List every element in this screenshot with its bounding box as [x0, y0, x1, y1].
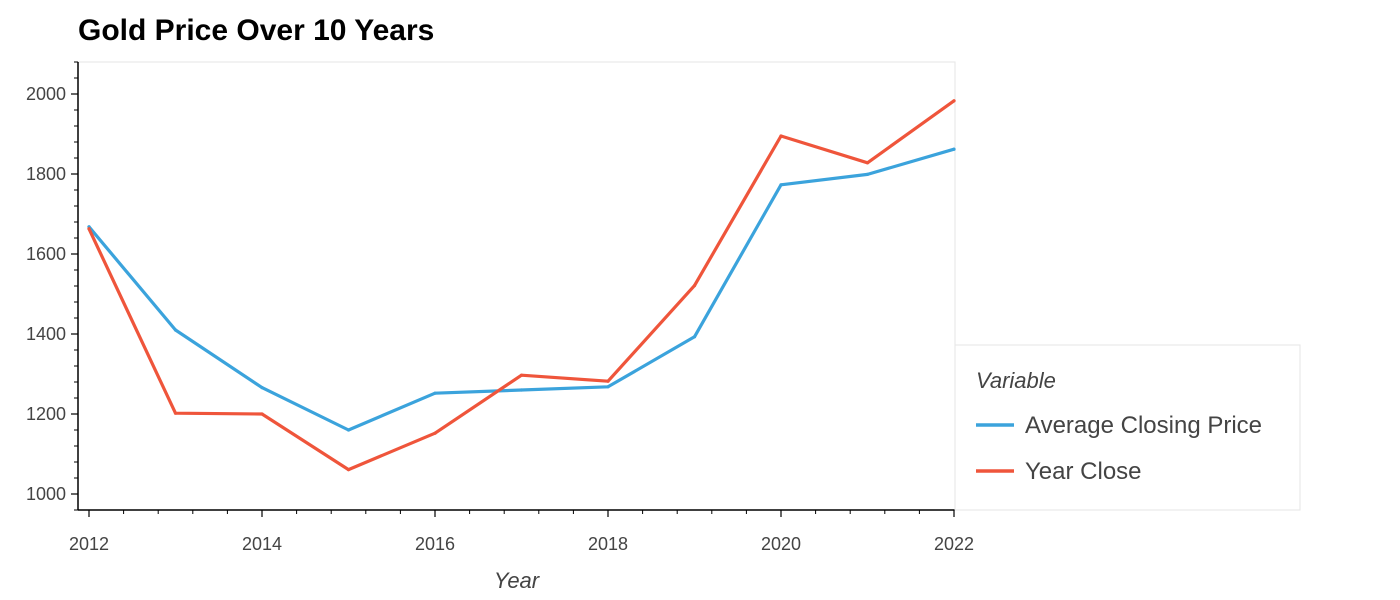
series-2-point [87, 227, 91, 231]
series-2-point [865, 161, 870, 165]
series-1-point [779, 183, 783, 187]
legend-label-2: Year Close [1025, 458, 1142, 485]
x-tick-label: 2012 [69, 534, 109, 554]
y-tick-label: 1000 [26, 484, 66, 504]
series-2-point [606, 379, 610, 383]
y-tick-label: 1600 [26, 244, 66, 264]
series-1-point [260, 386, 264, 390]
x-axis-title: Year [494, 568, 541, 593]
y-tick-label: 1200 [26, 404, 66, 424]
y-tick-label: 2000 [26, 84, 66, 104]
series-2-point [433, 431, 437, 435]
legend-label-1: Average Closing Price [1025, 412, 1262, 439]
x-tick-label: 2022 [934, 534, 974, 554]
series-line-1 [87, 147, 956, 432]
series-2-point [346, 468, 351, 472]
y-tick-label: 1400 [26, 324, 66, 344]
series-2-point [519, 373, 524, 377]
series-1-point [433, 391, 437, 395]
series-1-point [173, 328, 178, 332]
series-layer [87, 99, 956, 472]
series-1-point [606, 385, 610, 389]
series-1-point [692, 335, 697, 339]
plot-area [77, 61, 956, 511]
series-1-point [346, 428, 351, 432]
series-2-point [173, 411, 178, 415]
series-2-point [260, 412, 264, 416]
axes: 1000 1200 1400 1600 1800 2000 2012 2014 2016 2018… [26, 61, 974, 593]
series-2-point [692, 284, 697, 288]
series-1-point [519, 388, 524, 392]
legend: Variable Average Closing Price Year Close [954, 344, 1301, 511]
x-tick-label: 2020 [761, 534, 801, 554]
plot-border [77, 61, 956, 511]
series-line-2 [87, 99, 956, 472]
x-tick-label: 2016 [415, 534, 455, 554]
series-1-point [952, 147, 956, 151]
series-1-point [865, 172, 870, 176]
y-tick-label: 1800 [26, 164, 66, 184]
legend-title: Variable [976, 368, 1056, 393]
series-2-point [779, 134, 783, 138]
x-tick-label: 2018 [588, 534, 628, 554]
x-tick-label: 2014 [242, 534, 282, 554]
series-2-point [952, 99, 956, 103]
chart-title: Gold Price Over 10 Years [78, 14, 435, 47]
legend-box [954, 344, 1301, 511]
